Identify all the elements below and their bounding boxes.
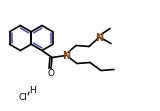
Text: Cl: Cl [19,92,27,101]
Text: N: N [62,51,70,60]
Text: H: H [29,85,35,94]
Text: O: O [48,69,55,78]
Text: N: N [95,33,103,43]
